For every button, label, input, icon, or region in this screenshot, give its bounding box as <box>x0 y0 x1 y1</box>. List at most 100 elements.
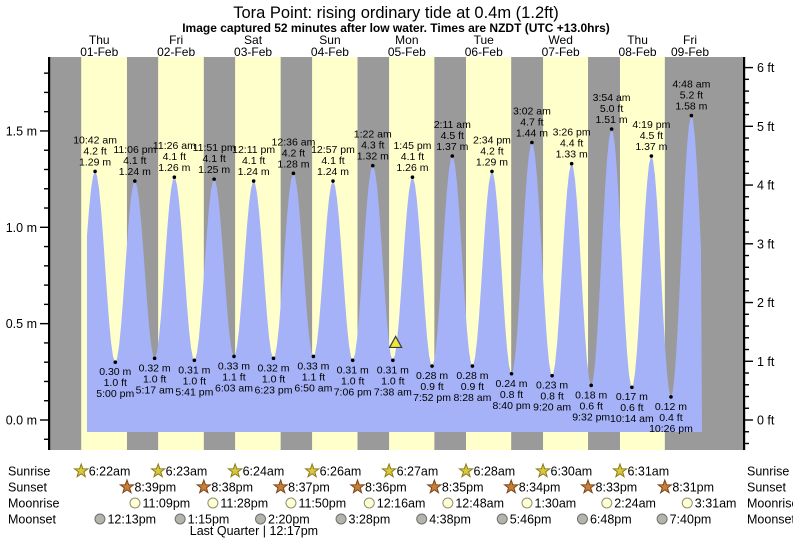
low-tide-annotation: 5:00 pm <box>96 388 134 400</box>
high-tide-annotation: 3:02 am <box>513 106 551 118</box>
high-tide-annotation: 4.1 ft <box>401 151 424 163</box>
sunset-time: 8:31pm <box>672 481 714 495</box>
high-tide-annotation: 4.1 ft <box>123 155 146 167</box>
high-tide-annotation: 1.37 m <box>436 141 468 153</box>
high-tide-annotation: 1.26 m <box>396 162 428 174</box>
moonrise-circle-icon <box>363 497 375 509</box>
astro-row-label-left: Moonrise <box>8 497 59 511</box>
sunset-time: 8:38pm <box>211 481 253 495</box>
high-tide-dot <box>172 175 177 179</box>
left-tick <box>44 110 48 113</box>
high-tide-dot <box>609 127 614 131</box>
high-tide-annotation: 2:34 pm <box>473 134 511 146</box>
right-tick <box>745 137 749 139</box>
left-tick <box>40 322 48 325</box>
moonset-circle-icon <box>496 513 508 525</box>
moonset-time: 4:38pm <box>429 513 471 527</box>
high-tide-dot <box>450 154 455 158</box>
right-tick <box>745 290 749 292</box>
left-tick <box>40 419 48 421</box>
tide-area-path <box>87 115 702 433</box>
right-tick <box>745 78 749 81</box>
sunrise-star-icon <box>73 462 90 478</box>
right-tick <box>745 184 753 186</box>
sunrise-time: 6:26am <box>320 465 362 479</box>
low-tide-annotation: 0.12 m <box>655 401 687 413</box>
high-tide-annotation: 1:45 pm <box>393 140 431 152</box>
left-tick <box>44 245 48 248</box>
sunrise-star-icon <box>304 462 321 478</box>
sunset-time: 8:34pm <box>519 481 561 495</box>
high-tide-annotation: 4.3 ft <box>361 140 384 152</box>
low-tide-annotation: 5:41 pm <box>175 386 213 398</box>
right-tick <box>745 384 749 386</box>
low-tide-dot <box>630 385 634 390</box>
moonrise-time: 12:48am <box>455 497 504 511</box>
right-tick <box>745 172 749 175</box>
astro-row-label-right: Moonrise <box>747 497 793 511</box>
low-tide-annotation: 0.30 m <box>99 366 131 378</box>
low-tide-dot <box>550 373 554 378</box>
low-tide-annotation: 0.8 ft <box>540 391 563 403</box>
right-tick <box>745 407 749 409</box>
high-tide-annotation: 1.28 m <box>277 158 309 170</box>
day-date-label: 09-Feb <box>671 45 709 59</box>
high-tide-dot <box>93 169 97 174</box>
right-axis-label: 4 ft <box>757 179 775 193</box>
low-tide-annotation: 0.31 m <box>337 364 369 376</box>
low-tide-annotation: 0.24 m <box>495 378 527 390</box>
high-tide-annotation: 4.1 ft <box>202 153 225 165</box>
low-tide-annotation: 0.6 ft <box>620 402 643 414</box>
current-tide-marker <box>388 335 403 349</box>
day-date-label: 04-Feb <box>311 45 349 59</box>
astro-row-label-left: Sunrise <box>8 465 50 479</box>
right-tick <box>745 160 749 163</box>
day-name-label: Sat <box>244 33 263 47</box>
right-tick <box>745 360 753 362</box>
sunrise-star-icon <box>150 462 167 478</box>
moonrise-circle-icon <box>129 497 141 509</box>
low-tide-dot <box>430 364 434 368</box>
high-tide-annotation: 3:26 pm <box>553 127 591 139</box>
right-tick <box>745 231 749 233</box>
right-tick <box>745 90 749 92</box>
right-tick <box>745 196 749 198</box>
right-tick <box>745 125 753 128</box>
right-axis-label: 2 ft <box>757 296 775 310</box>
high-tide-annotation: 4.7 ft <box>520 117 543 129</box>
high-tide-annotation: 12:36 am <box>272 136 316 148</box>
high-tide-annotation: 2:11 am <box>434 119 471 131</box>
sunset-star-icon <box>503 478 520 494</box>
right-tick <box>745 419 753 421</box>
high-tide-dot <box>331 179 335 183</box>
right-tick <box>745 207 749 210</box>
left-tick <box>44 380 48 383</box>
low-tide-annotation: 1.0 ft <box>183 375 206 387</box>
sunset-time: 8:33pm <box>596 481 638 495</box>
low-tide-annotation: 1.0 ft <box>262 373 285 385</box>
left-tick <box>44 72 48 74</box>
low-tide-dot <box>271 356 276 361</box>
sunset-star-icon <box>349 478 366 494</box>
high-tide-annotation: 12:57 pm <box>311 144 355 156</box>
left-tick <box>44 168 48 171</box>
day-date-label: 02-Feb <box>157 45 195 59</box>
low-tide-annotation: 0.8 ft <box>500 389 523 401</box>
low-tide-annotation: 8:40 pm <box>493 400 531 412</box>
high-tide-annotation: 5.0 ft <box>600 103 623 115</box>
high-tide-annotation: 1.25 m <box>198 164 230 176</box>
moonrise-circle-icon <box>601 497 613 509</box>
sunrise-star-icon <box>380 462 398 478</box>
day-labels: Thu01-FebFri02-FebSat03-FebSun04-FebMon0… <box>80 33 709 59</box>
left-tick <box>44 361 48 363</box>
right-tick <box>745 102 749 104</box>
low-tide-dot <box>589 383 593 388</box>
tide-curve <box>87 115 702 433</box>
high-tide-annotation: 3:54 am <box>593 92 631 104</box>
right-tick <box>745 431 749 433</box>
left-tick <box>44 91 48 94</box>
moonset-time: 3:28pm <box>349 513 391 527</box>
high-tide-annotation: 4:48 am <box>672 79 710 91</box>
tide-annotations: 10:42 am4.2 ft1.29 m0.30 m1.0 ft5:00 pm1… <box>73 79 710 435</box>
